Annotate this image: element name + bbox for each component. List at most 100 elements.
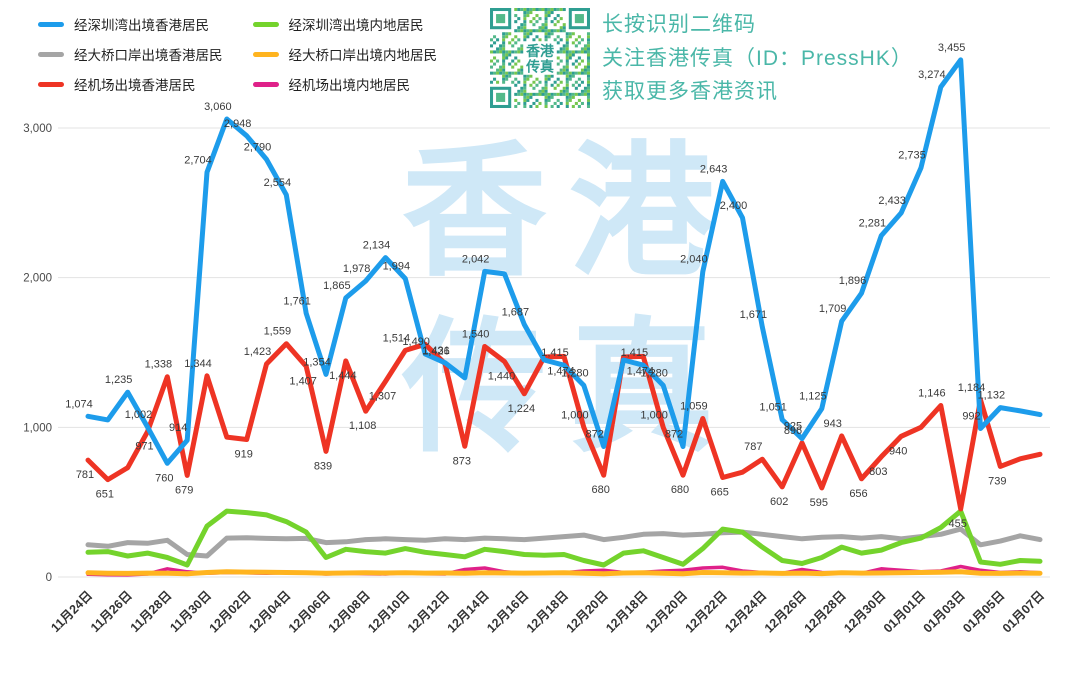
legend-label: 经深圳湾出境香港居民	[74, 18, 209, 33]
y-tick-label: 3,000	[23, 123, 52, 135]
data-label: 943	[823, 418, 841, 430]
data-label: 1,426	[422, 346, 450, 358]
data-label: 1,307	[369, 390, 397, 402]
x-tick-label: 12月30日	[841, 588, 888, 635]
legend-swatch-icon	[252, 81, 279, 87]
data-label: 1,125	[799, 391, 827, 403]
x-tick-label: 12月04日	[246, 588, 293, 635]
qr-code[interactable]: 香港传真	[490, 8, 590, 108]
data-label: 1,002	[125, 409, 153, 421]
y-tick-label: 2,000	[23, 273, 52, 285]
data-label: 992	[962, 411, 980, 423]
series-line-bridge-hk	[85, 526, 1043, 559]
data-label: 680	[671, 484, 689, 496]
data-label: 2,704	[184, 154, 212, 166]
data-label: 1,108	[349, 420, 377, 432]
data-label: 914	[169, 422, 187, 434]
data-label: 1,059	[680, 401, 708, 413]
data-label: 1,431	[422, 345, 450, 357]
x-tick-label: 12月10日	[365, 588, 412, 635]
data-label: 1,184	[958, 382, 986, 394]
legend-label: 经机场出境香港居民	[74, 78, 196, 93]
x-tick-label: 11月30日	[167, 588, 214, 635]
qr-caption-block: 长按识别二维码关注香港传真（ID：PressHK） 获取更多香港资讯	[602, 8, 913, 108]
data-label: 2,643	[700, 163, 728, 175]
x-tick-label: 12月24日	[722, 588, 769, 635]
qr-caption-line-2: 关注香港传真（ID：PressHK）	[602, 46, 913, 70]
data-label: 1,235	[105, 374, 133, 386]
x-tick-label: 12月26日	[762, 588, 809, 635]
data-label: 2,400	[720, 200, 748, 212]
data-label: 971	[135, 441, 153, 453]
x-tick-label: 12月12日	[405, 588, 452, 635]
data-label: 803	[869, 466, 887, 478]
data-label: 760	[155, 472, 173, 484]
legend-item-airport-hk: 经机场出境香港居民	[38, 74, 223, 94]
data-label: 1,490	[402, 336, 430, 348]
watermark-text: 香港	[402, 131, 736, 293]
chart-legend: 经深圳湾出境香港居民 经深圳湾出境内地居民经大桥口岸出境香港居民 经大桥口岸出境内地…	[38, 14, 437, 94]
data-label: 1,865	[323, 280, 351, 292]
data-label: 3,274	[918, 69, 946, 81]
data-label: 1,224	[508, 403, 536, 415]
y-tick-label: 1,000	[23, 422, 52, 434]
data-label: 1,407	[289, 375, 317, 387]
x-tick-label: 12月08日	[326, 588, 373, 635]
x-tick-label: 12月28日	[802, 588, 849, 635]
data-label: 1,280	[561, 367, 589, 379]
data-label: 896	[784, 425, 802, 437]
data-label: 656	[849, 488, 867, 500]
qr-caption-line-1: 长按识别二维码	[602, 13, 756, 36]
qr-caption-line-3: 获取更多香港资讯	[602, 80, 778, 103]
legend-swatch-icon	[38, 21, 64, 27]
data-label: 1,978	[343, 263, 371, 275]
data-label: 2,554	[264, 177, 292, 189]
x-tick-label: 11月24日	[48, 588, 95, 635]
data-label: 1,415	[541, 347, 569, 359]
data-label: 680	[591, 484, 609, 496]
x-tick-label: 12月18日	[603, 588, 650, 635]
series-line-shenzhen-bay-hk	[85, 57, 1043, 466]
data-label: 872	[665, 428, 683, 440]
data-label: 3,455	[938, 42, 966, 54]
legend-item-shenzhen-bay-mainland: 经深圳湾出境内地居民	[252, 14, 438, 34]
legend-label: 经大桥口岸出境香港居民	[74, 48, 223, 63]
legend-label: 经机场出境内地居民	[288, 78, 411, 93]
data-label: 1,338	[145, 359, 173, 371]
data-label: 739	[988, 475, 1006, 487]
data-label: 602	[770, 496, 788, 508]
x-tick-label: 12月20日	[643, 588, 690, 635]
legend-swatch-icon	[38, 81, 64, 87]
data-label: 665	[710, 486, 728, 498]
x-tick-label: 12月14日	[445, 588, 492, 635]
legend-item-airport-mainland: 经机场出境内地居民	[252, 74, 438, 94]
data-label: 919	[234, 448, 252, 460]
data-label: 1,761	[283, 295, 311, 307]
data-label: 1,474	[547, 365, 575, 377]
data-label: 1,132	[978, 390, 1006, 402]
data-label: 839	[314, 460, 332, 472]
legend-swatch-icon	[38, 51, 64, 57]
data-label: 872	[585, 428, 603, 440]
legend-item-bridge-hk: 经大桥口岸出境香港居民	[38, 44, 223, 64]
data-label: 2,040	[680, 254, 708, 266]
data-label: 1,709	[819, 303, 847, 315]
data-label: 925	[784, 421, 802, 433]
data-label: 595	[810, 497, 828, 509]
x-tick-label: 12月02日	[207, 588, 254, 635]
data-label: 1,687	[502, 307, 530, 319]
data-label: 1,514	[383, 332, 411, 344]
data-label: 1,051	[759, 402, 787, 414]
legend-swatch-icon	[252, 21, 279, 27]
data-label: 940	[889, 445, 907, 457]
x-tick-label: 12月20日	[564, 588, 611, 635]
x-tick-label: 01月01日	[881, 588, 928, 635]
data-label: 1,559	[264, 326, 292, 338]
legend-item-bridge-mainland: 经大桥口岸出境内地居民	[252, 44, 437, 64]
series-line-bridge-mainland	[85, 569, 1043, 577]
x-tick-label: 01月07日	[1000, 588, 1047, 635]
data-label: 781	[76, 469, 94, 481]
data-label: 1,444	[329, 370, 357, 382]
